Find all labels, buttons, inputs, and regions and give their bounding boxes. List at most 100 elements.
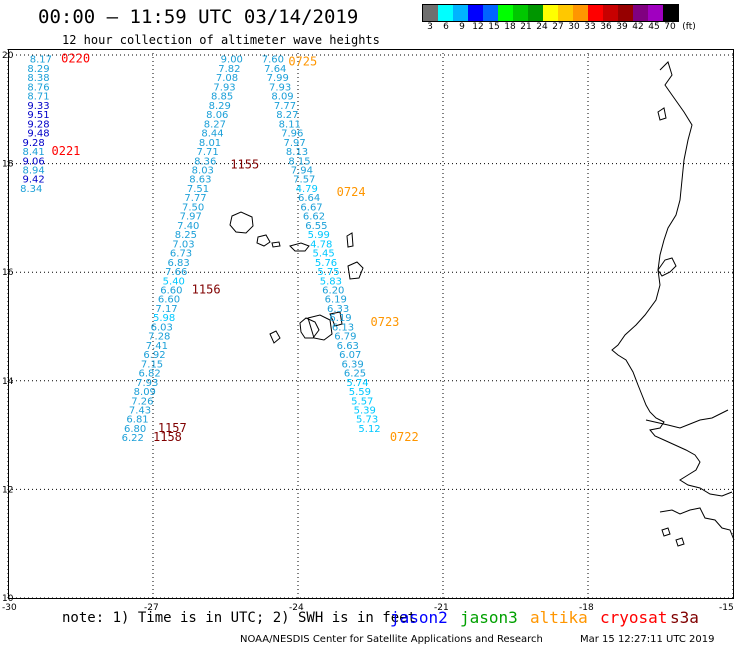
wave-height-value: 9.33 — [27, 101, 49, 112]
island-sal — [346, 232, 354, 248]
wave-height-value: 7.60 — [262, 55, 284, 66]
wave-height-value: 5.76 — [315, 258, 337, 269]
wave-height-value: 6.82 — [139, 369, 161, 380]
wave-height-value: 6.22 — [122, 433, 144, 444]
colorbar-label: 27 — [552, 22, 564, 32]
colorbar-swatch — [543, 5, 558, 21]
island-sao-vicente — [256, 234, 271, 247]
wave-height-value: 8.29 — [209, 101, 231, 112]
satellite-legend-s3a: s3a — [670, 608, 699, 627]
wave-height-value: 8.38 — [27, 73, 49, 84]
wave-height-value: 6.92 — [143, 350, 165, 361]
satellite-legend-cryosat: cryosat — [600, 608, 668, 627]
wave-height-value: 6.60 — [160, 285, 182, 296]
wave-height-value: 7.26 — [131, 396, 153, 407]
colorbar-label: 15 — [488, 22, 500, 32]
wave-height-value: 7.41 — [146, 341, 168, 352]
wave-height-value: 5.57 — [351, 396, 373, 407]
footer-credit: NOAA/NESDIS Center for Satellite Applica… — [240, 634, 543, 645]
footer-timestamp: Mar 15 12:27:11 UTC 2019 — [580, 634, 715, 645]
wave-height-value: 9.28 — [27, 119, 49, 130]
wave-height-value: 9.42 — [23, 175, 45, 186]
wave-height-value: 5.98 — [153, 313, 175, 324]
lon-tick-label: -18 — [579, 603, 594, 613]
wave-height-value: 6.33 — [327, 304, 349, 315]
wave-height-value: 7.17 — [155, 304, 177, 315]
wave-height-value: 7.77 — [184, 193, 206, 204]
satellite-legend-jason2: jason2 — [390, 608, 448, 627]
lat-tick-label: 16 — [2, 268, 14, 278]
wave-height-value: 7.82 — [218, 64, 240, 75]
lon-tick-label: -27 — [144, 603, 159, 613]
wave-height-value: 7.28 — [148, 332, 170, 343]
wave-height-value: 6.19 — [325, 295, 347, 306]
wave-height-value: 9.06 — [23, 156, 45, 167]
pass-time-label: 1156 — [192, 282, 221, 296]
wave-height-value: 5.12 — [358, 424, 380, 435]
colorbar-label: 42 — [632, 22, 644, 32]
wave-height-value: 8.41 — [23, 147, 45, 158]
island-santa-luzia — [271, 241, 281, 248]
wave-height-value: 8.01 — [199, 138, 221, 149]
colorbar-label: 45 — [648, 22, 660, 32]
colorbar-swatch — [423, 5, 438, 21]
colorbar-swatch — [513, 5, 528, 21]
satellite-legend-altika: altika — [530, 608, 588, 627]
wave-height-value: 7.93 — [269, 82, 291, 93]
colorbar-swatch — [558, 5, 573, 21]
wave-height-value: 5.40 — [163, 276, 185, 287]
wave-height-value: 7.71 — [197, 147, 219, 158]
wave-height-value: 6.64 — [298, 193, 320, 204]
wave-height-value: 4.78 — [310, 239, 332, 250]
wave-height-value: 5.83 — [320, 276, 342, 287]
island-santiago — [307, 314, 333, 341]
colorbar-label: (ft) — [682, 22, 696, 32]
colorbar-label: 12 — [472, 22, 484, 32]
lat-tick-label: 20 — [2, 51, 14, 61]
chart-title: 00:00 – 11:59 UTC 03/14/2019 — [38, 6, 359, 28]
color-scale-bar — [422, 4, 679, 22]
note-text: note: 1) Time is in UTC; 2) SWH is in fe… — [62, 610, 417, 626]
coastline-gambia-inlet — [645, 409, 729, 429]
coastline-islands-north — [657, 107, 667, 121]
wave-height-value: 9.28 — [23, 138, 45, 149]
wave-height-value: 7.64 — [264, 64, 286, 75]
pass-time-label: 1157 — [158, 421, 187, 435]
coastline-inland-river — [657, 257, 677, 277]
wave-height-value: 8.17 — [30, 55, 52, 66]
wave-height-value: 8.34 — [20, 184, 42, 195]
colorbar-label: 18 — [504, 22, 516, 32]
wave-height-value: 8.27 — [204, 119, 226, 130]
wave-height-value: 6.25 — [344, 369, 366, 380]
wave-height-value: 8.76 — [27, 82, 49, 93]
wave-height-value: 7.94 — [291, 165, 313, 176]
wave-height-value: 8.36 — [194, 156, 216, 167]
island-maio — [329, 311, 343, 327]
colorbar-swatch — [468, 5, 483, 21]
colorbar-swatch — [498, 5, 513, 21]
wave-height-value: 6.80 — [124, 424, 146, 435]
wave-height-value: 6.55 — [305, 221, 327, 232]
wave-height-value: 8.29 — [27, 64, 49, 75]
colorbar-swatch — [528, 5, 543, 21]
wave-height-value: 5.73 — [356, 415, 378, 426]
wave-height-value: 7.96 — [281, 129, 303, 140]
wave-height-value: 8.11 — [279, 119, 301, 130]
lat-tick-label: 14 — [2, 377, 14, 387]
colorbar-swatch — [573, 5, 588, 21]
wave-height-value: 6.39 — [342, 359, 364, 370]
lon-tick-label: -21 — [434, 603, 449, 613]
wave-height-value: 7.43 — [129, 405, 151, 416]
wave-height-value: 7.97 — [284, 138, 306, 149]
africa-coastline — [611, 61, 735, 547]
pass-time-label: 0221 — [52, 144, 81, 158]
wave-height-value: 5.59 — [349, 387, 371, 398]
wave-height-value: 5.99 — [308, 230, 330, 241]
wave-height-value: 5.45 — [313, 249, 335, 260]
colorbar-label: 9 — [459, 22, 465, 32]
wave-height-value: 6.03 — [151, 322, 173, 333]
pass-time-label: 1158 — [153, 430, 182, 444]
wave-height-value: 7.08 — [216, 73, 238, 84]
wave-height-value: 6.20 — [322, 285, 344, 296]
